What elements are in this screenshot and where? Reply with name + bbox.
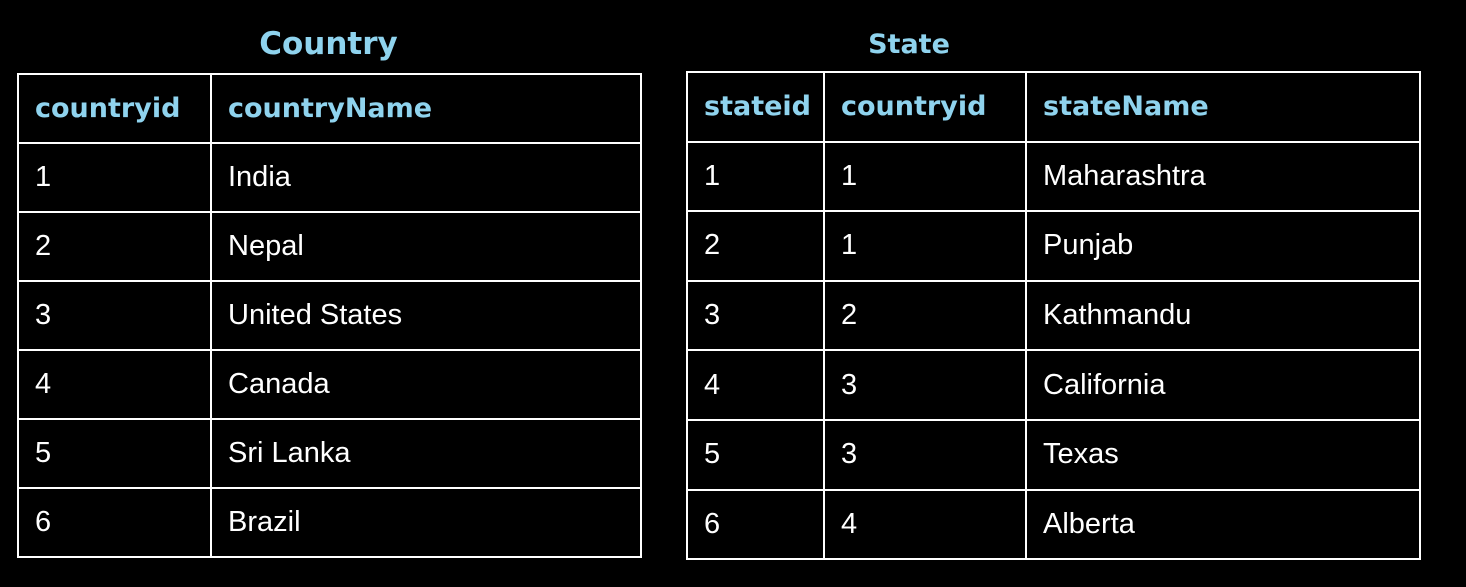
cell-stateid: 3	[686, 279, 825, 352]
cell-statename: Punjab	[1025, 210, 1421, 282]
table-row: 4 Canada	[17, 349, 642, 420]
cell-stateid: 6	[686, 488, 825, 561]
table-row: 1 1 Maharashtra	[686, 140, 1421, 213]
column-header-stateid: stateid	[686, 71, 825, 143]
cell-countryname: United States	[210, 280, 642, 351]
country-table-title: Country	[259, 26, 398, 62]
cell-statename: California	[1025, 349, 1421, 421]
state-header-row: stateid countryid stateName	[686, 71, 1421, 143]
cell-countryid: 6	[17, 487, 212, 558]
cell-countryname: Canada	[210, 349, 642, 420]
cell-statename: Alberta	[1025, 488, 1421, 561]
cell-countryid: 1	[17, 142, 212, 213]
column-header-countryid: countryid	[17, 73, 212, 144]
cell-countryid: 2	[823, 279, 1027, 352]
cell-countryid: 5	[17, 418, 212, 489]
table-row: 6 4 Alberta	[686, 488, 1421, 561]
cell-countryid: 4	[823, 488, 1027, 561]
cell-statename: Texas	[1025, 418, 1421, 491]
table-row: 4 3 California	[686, 349, 1421, 421]
country-header-row: countryid countryName	[17, 73, 642, 144]
cell-stateid: 4	[686, 349, 825, 421]
column-header-countryid: countryid	[823, 71, 1027, 143]
state-table: stateid countryid stateName 1 1 Maharash…	[686, 71, 1421, 561]
column-header-countryname: countryName	[210, 73, 642, 144]
cell-stateid: 1	[686, 140, 825, 213]
cell-countryid: 3	[823, 349, 1027, 421]
state-table-title: State	[868, 29, 950, 60]
cell-stateid: 2	[686, 210, 825, 282]
cell-countryname: Sri Lanka	[210, 418, 642, 489]
cell-countryid: 3	[17, 280, 212, 351]
table-row: 5 Sri Lanka	[17, 418, 642, 489]
table-row: 2 Nepal	[17, 211, 642, 282]
table-row: 1 India	[17, 142, 642, 213]
cell-countryid: 1	[823, 140, 1027, 213]
cell-countryid: 1	[823, 210, 1027, 282]
cell-countryid: 4	[17, 349, 212, 420]
cell-statename: Kathmandu	[1025, 279, 1421, 352]
table-row: 6 Brazil	[17, 487, 642, 558]
table-row: 3 2 Kathmandu	[686, 279, 1421, 352]
table-row: 3 United States	[17, 280, 642, 351]
country-table: countryid countryName 1 India 2 Nepal 3 …	[17, 73, 642, 558]
cell-countryname: Brazil	[210, 487, 642, 558]
table-row: 2 1 Punjab	[686, 210, 1421, 282]
column-header-statename: stateName	[1025, 71, 1421, 143]
cell-statename: Maharashtra	[1025, 140, 1421, 213]
cell-countryid: 3	[823, 418, 1027, 491]
table-row: 5 3 Texas	[686, 418, 1421, 491]
cell-countryid: 2	[17, 211, 212, 282]
cell-countryname: India	[210, 142, 642, 213]
cell-countryname: Nepal	[210, 211, 642, 282]
cell-stateid: 5	[686, 418, 825, 491]
